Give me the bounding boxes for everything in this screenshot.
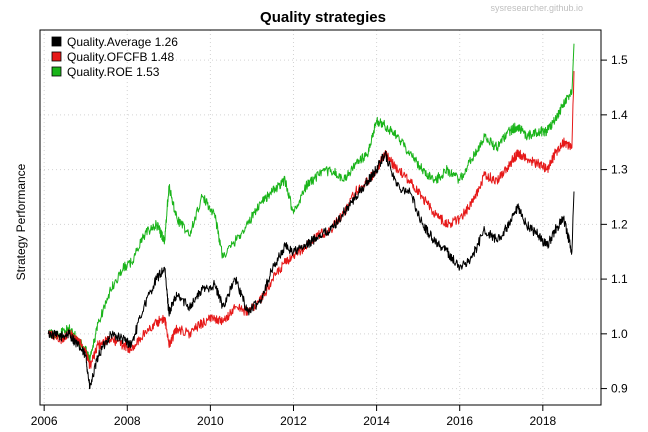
y-tick-label: 1.1 [611,272,628,286]
x-tick-label: 2006 [31,414,58,428]
x-axis: 2006 2008 2010 2012 2014 2016 2018 [31,404,556,428]
series-line-quality-average [47,150,575,390]
y-tick-label: 1.4 [611,108,628,122]
x-tick-label: 2012 [280,414,307,428]
legend-label: Quality.OFCFB 1.48 [67,50,174,64]
y-tick-label: 0.9 [611,382,628,396]
legend-swatch [51,36,62,47]
y-axis: 0.9 1.0 1.1 1.2 1.3 1.4 1.5 [601,53,628,396]
y-tick-label: 1.2 [611,217,628,231]
y-tick-label: 1.0 [611,327,628,341]
legend-label: Quality.Average 1.26 [67,35,178,49]
x-tick-label: 2016 [446,414,473,428]
series-layer [47,43,575,390]
grid [40,30,601,405]
legend-label: Quality.ROE 1.53 [67,65,160,79]
watermark: sysresearcher.github.io [490,3,583,13]
series-line-quality-ofcfb [47,71,575,369]
x-tick-label: 2010 [197,414,224,428]
y-axis-label: Strategy Performance [14,163,28,280]
x-tick-label: 2008 [114,414,141,428]
y-tick-label: 1.3 [611,163,628,177]
legend-swatch [51,51,62,62]
x-tick-label: 2014 [363,414,390,428]
x-tick-label: 2018 [529,414,556,428]
y-tick-label: 1.5 [611,53,628,67]
chart-title: Quality strategies [260,9,386,26]
legend-swatch [51,66,62,77]
series-line-quality-roe [47,43,575,362]
